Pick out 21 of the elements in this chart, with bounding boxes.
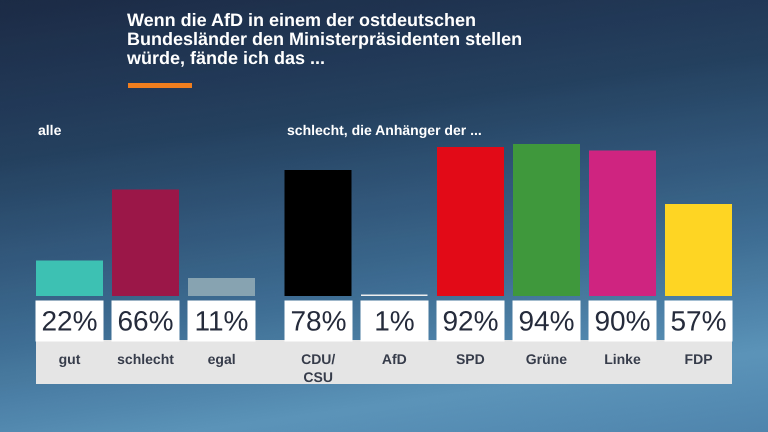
data-label: 92% [442,306,498,336]
data-label: 94% [518,306,574,336]
data-label: 66% [117,306,174,336]
x-tick-label: egal [208,351,236,367]
x-tick-label: Linke [604,351,641,367]
x-tick-label: gut [58,351,81,367]
data-label: 57% [670,306,726,336]
x-tick-label: AfD [382,351,407,367]
x-tick-label: FDP [684,351,713,367]
x-tick-label: CDU/CSU [301,351,336,386]
data-label: 1% [374,306,415,336]
text: schlecht, die Anhänger der ... [287,122,482,138]
data-label: 22% [41,306,98,336]
text: alle [38,122,62,138]
data-label: 90% [594,306,650,336]
data-label: 78% [290,306,346,336]
x-tick-label: schlecht [117,351,174,367]
x-tick-label: SPD [456,351,485,367]
data-label: 11% [194,306,248,336]
chart-title: Wenn die AfD in einem der ostdeutschen Bundesländer den Ministerpräsidenten stellen würde, fände ich das ... [127,10,524,68]
x-tick-label: Grüne [526,351,568,367]
